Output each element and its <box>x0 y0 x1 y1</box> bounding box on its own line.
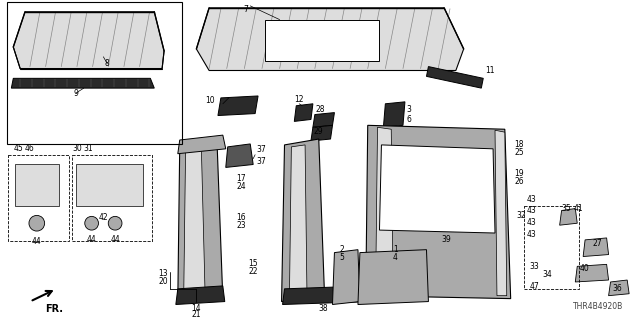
Polygon shape <box>184 145 205 301</box>
Text: 27: 27 <box>593 239 602 248</box>
Text: 47: 47 <box>529 282 539 291</box>
Text: 42: 42 <box>99 213 108 222</box>
Text: FR.: FR. <box>45 303 63 314</box>
Text: 30: 30 <box>72 144 82 153</box>
Bar <box>8 155 69 241</box>
Polygon shape <box>358 250 428 305</box>
Text: 18: 18 <box>515 140 524 149</box>
Polygon shape <box>583 238 609 257</box>
Bar <box>524 206 579 289</box>
Bar <box>8 2 182 144</box>
Bar <box>72 155 152 241</box>
Polygon shape <box>176 286 225 305</box>
Text: 12: 12 <box>294 95 304 104</box>
Text: 19: 19 <box>515 169 524 178</box>
Polygon shape <box>609 280 629 296</box>
Text: 37: 37 <box>256 145 266 154</box>
Text: 45: 45 <box>13 144 23 153</box>
Text: 43: 43 <box>526 206 536 215</box>
Polygon shape <box>294 104 313 121</box>
Circle shape <box>108 216 122 230</box>
Text: 31: 31 <box>84 144 93 153</box>
Text: 35: 35 <box>561 204 572 213</box>
Text: 29: 29 <box>314 127 323 136</box>
Text: 43: 43 <box>526 195 536 204</box>
Text: 10: 10 <box>205 96 215 105</box>
Polygon shape <box>289 145 307 301</box>
Text: 43: 43 <box>526 218 536 227</box>
Polygon shape <box>376 127 393 296</box>
Polygon shape <box>426 67 483 88</box>
Text: 22: 22 <box>248 267 258 276</box>
Text: 34: 34 <box>542 270 552 279</box>
Polygon shape <box>178 135 226 154</box>
Polygon shape <box>383 102 405 127</box>
Text: THR4B4920B: THR4B4920B <box>573 302 623 311</box>
Text: 13: 13 <box>158 269 168 278</box>
Polygon shape <box>313 113 335 127</box>
Text: 9: 9 <box>74 90 78 99</box>
Polygon shape <box>13 12 164 68</box>
Text: 39: 39 <box>441 236 451 244</box>
Text: 26: 26 <box>515 177 524 186</box>
Circle shape <box>29 215 45 231</box>
Text: 41: 41 <box>573 204 583 213</box>
Text: 1: 1 <box>393 245 397 254</box>
Text: 2: 2 <box>340 245 345 254</box>
Polygon shape <box>15 164 60 206</box>
Text: 44: 44 <box>110 235 120 244</box>
Polygon shape <box>333 250 360 305</box>
Circle shape <box>84 216 99 230</box>
Text: 7: 7 <box>243 5 248 14</box>
Polygon shape <box>380 145 495 233</box>
Polygon shape <box>282 139 324 301</box>
Text: 16: 16 <box>237 213 246 222</box>
Text: 20: 20 <box>158 277 168 286</box>
Text: 43: 43 <box>526 230 536 239</box>
Text: 32: 32 <box>516 211 526 220</box>
Text: 17: 17 <box>237 174 246 183</box>
Text: 46: 46 <box>25 144 35 153</box>
Polygon shape <box>265 20 380 61</box>
Text: 40: 40 <box>579 264 589 273</box>
Text: 6: 6 <box>407 115 412 124</box>
Text: 44: 44 <box>87 235 97 244</box>
Polygon shape <box>366 125 511 299</box>
Text: 38: 38 <box>319 303 328 313</box>
Polygon shape <box>76 164 143 206</box>
Text: 4: 4 <box>393 252 397 262</box>
Text: 25: 25 <box>515 148 524 157</box>
Polygon shape <box>495 130 507 296</box>
Text: 37: 37 <box>256 157 266 166</box>
Text: 11: 11 <box>485 66 495 75</box>
Polygon shape <box>218 96 258 116</box>
Text: 36: 36 <box>612 284 622 293</box>
Text: 44: 44 <box>32 237 42 246</box>
Text: 15: 15 <box>248 260 258 268</box>
Polygon shape <box>559 209 577 225</box>
Text: 21: 21 <box>191 310 201 319</box>
Polygon shape <box>575 264 609 282</box>
Text: 24: 24 <box>237 182 246 191</box>
Text: 8: 8 <box>105 59 109 68</box>
Polygon shape <box>178 140 223 301</box>
Polygon shape <box>311 125 333 141</box>
Text: 33: 33 <box>529 262 539 271</box>
Polygon shape <box>226 144 253 167</box>
Text: 14: 14 <box>191 303 201 313</box>
Text: 5: 5 <box>340 252 345 262</box>
Polygon shape <box>196 8 464 70</box>
Text: 23: 23 <box>237 221 246 230</box>
Text: 3: 3 <box>407 105 412 114</box>
Polygon shape <box>12 78 154 88</box>
Text: 28: 28 <box>316 105 325 114</box>
Polygon shape <box>282 286 370 305</box>
